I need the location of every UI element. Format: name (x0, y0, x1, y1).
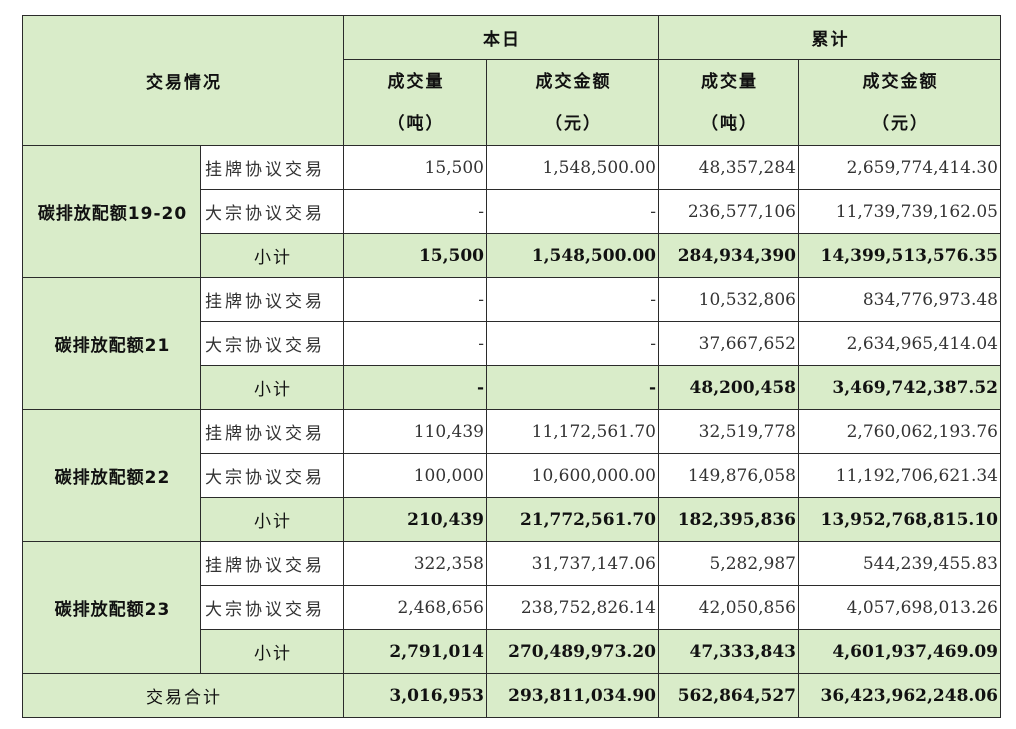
header-cumulative: 累计 (658, 15, 1001, 60)
cum-amount: 11,739,739,162.05 (798, 189, 1001, 234)
header-unit: （吨） (387, 113, 445, 134)
cum-amount: 4,057,698,013.26 (798, 585, 1001, 630)
header-label: 成交金额 (535, 71, 612, 92)
header-cum-amount: 成交金额 （元） (798, 59, 1001, 146)
today-volume: 110,439 (343, 409, 487, 454)
table-row: 碳排放配额23 挂牌协议交易 322,358 31,737,147.06 5,2… (22, 541, 1001, 674)
carbon-trading-table: 交易情况 本日 累计 成交量 （吨） 成交金额 （元） 成交量 （吨） 成交金额… (22, 15, 1001, 718)
today-amount: 238,752,826.14 (486, 585, 659, 630)
cum-volume: 32,519,778 (658, 409, 799, 454)
trade-type: 挂牌协议交易 (200, 277, 344, 322)
subtotal-today-amount: 1,548,500.00 (486, 233, 659, 278)
cum-volume: 37,667,652 (658, 321, 799, 366)
subtotal-today-amount: - (486, 365, 659, 410)
today-amount: 11,172,561.70 (486, 409, 659, 454)
header-label: 成交金额 (862, 71, 939, 92)
subtotal-today-amount: 270,489,973.20 (486, 629, 659, 674)
table-row: 大宗协议交易 - - 236,577,106 11,739,739,162.05 (23, 189, 1001, 234)
today-amount: 31,737,147.06 (486, 541, 659, 586)
today-volume: 2,468,656 (343, 585, 487, 630)
cum-amount: 2,659,774,414.30 (798, 145, 1001, 190)
cum-volume: 236,577,106 (658, 189, 799, 234)
total-cum-volume: 562,864,527 (658, 673, 799, 718)
subtotal-label: 小计 (200, 365, 344, 410)
today-amount: 10,600,000.00 (486, 453, 659, 498)
total-today-amount: 293,811,034.90 (486, 673, 659, 718)
cum-volume: 10,532,806 (658, 277, 799, 322)
cum-amount: 544,239,455.83 (798, 541, 1001, 586)
trade-type: 挂牌协议交易 (200, 145, 344, 190)
today-volume: 15,500 (343, 145, 487, 190)
header-unit: （元） (872, 113, 929, 134)
total-row: 交易合计 3,016,953 293,811,034.90 562,864,52… (22, 673, 1001, 718)
today-volume: 100,000 (343, 453, 487, 498)
group-name: 碳排放配额19-20 (22, 145, 201, 278)
total-today-volume: 3,016,953 (343, 673, 487, 718)
header-label: 成交量 (701, 71, 758, 92)
table-row: 碳排放配额22 挂牌协议交易 110,439 11,172,561.70 32,… (22, 409, 1001, 542)
header-row-2: 成交量 （吨） 成交金额 （元） 成交量 （吨） 成交金额 （元） (23, 59, 1001, 146)
total-label: 交易合计 (22, 673, 344, 718)
subtotal-today-volume: - (343, 365, 487, 410)
cum-volume: 149,876,058 (658, 453, 799, 498)
today-amount: - (486, 321, 659, 366)
today-volume: - (343, 321, 487, 366)
header-unit: （元） (545, 113, 602, 134)
cum-volume: 5,282,987 (658, 541, 799, 586)
subtotal-cum-volume: 284,934,390 (658, 233, 799, 278)
group-name: 碳排放配额21 (22, 277, 201, 410)
subtotal-cum-volume: 47,333,843 (658, 629, 799, 674)
total-cum-amount: 36,423,962,248.06 (798, 673, 1001, 718)
header-trade-situation: 交易情况 (22, 15, 344, 146)
cum-volume: 48,357,284 (658, 145, 799, 190)
cum-amount: 834,776,973.48 (798, 277, 1001, 322)
today-amount: - (486, 277, 659, 322)
cum-amount: 2,634,965,414.04 (798, 321, 1001, 366)
subtotal-cum-amount: 4,601,937,469.09 (798, 629, 1001, 674)
today-volume: - (343, 189, 487, 234)
today-amount: - (486, 189, 659, 234)
today-volume: - (343, 277, 487, 322)
subtotal-cum-volume: 48,200,458 (658, 365, 799, 410)
trade-type: 挂牌协议交易 (200, 541, 344, 586)
trade-type: 挂牌协议交易 (200, 409, 344, 454)
subtotal-today-volume: 2,791,014 (343, 629, 487, 674)
group-name: 碳排放配额23 (22, 541, 201, 674)
subtotal-cum-amount: 14,399,513,576.35 (798, 233, 1001, 278)
today-amount: 1,548,500.00 (486, 145, 659, 190)
table-row: 碳排放配额21 挂牌协议交易 - - 10,532,806 834,776,97… (22, 277, 1001, 410)
trade-type: 大宗协议交易 (200, 453, 344, 498)
subtotal-today-volume: 15,500 (343, 233, 487, 278)
trade-type: 大宗协议交易 (200, 189, 344, 234)
subtotal-row: 小计 - - 48,200,458 3,469,742,387.52 (22, 365, 1001, 410)
today-volume: 322,358 (343, 541, 487, 586)
subtotal-cum-amount: 13,952,768,815.10 (798, 497, 1001, 542)
subtotal-label: 小计 (200, 629, 344, 674)
trade-type: 大宗协议交易 (200, 321, 344, 366)
header-cum-volume: 成交量 （吨） (658, 59, 799, 146)
table-row: 大宗协议交易 100,000 10,600,000.00 149,876,058… (23, 453, 1001, 498)
subtotal-cum-volume: 182,395,836 (658, 497, 799, 542)
header-row-1: 交易情况 本日 累计 (22, 15, 1001, 146)
header-today: 本日 (343, 15, 659, 60)
cum-amount: 2,760,062,193.76 (798, 409, 1001, 454)
header-label: 成交量 (387, 71, 445, 92)
subtotal-today-volume: 210,439 (343, 497, 487, 542)
cum-volume: 42,050,856 (658, 585, 799, 630)
trade-table-container: 交易情况 本日 累计 成交量 （吨） 成交金额 （元） 成交量 （吨） 成交金额… (22, 15, 1001, 718)
table-row: 碳排放配额19-20 挂牌协议交易 15,500 1,548,500.00 48… (22, 145, 1001, 278)
header-today-amount: 成交金额 （元） (486, 59, 659, 146)
subtotal-label: 小计 (200, 233, 344, 278)
header-today-volume: 成交量 （吨） (343, 59, 487, 146)
header-unit: （吨） (701, 113, 758, 134)
group-name: 碳排放配额22 (22, 409, 201, 542)
subtotal-label: 小计 (200, 497, 344, 542)
trade-type: 大宗协议交易 (200, 585, 344, 630)
subtotal-today-amount: 21,772,561.70 (486, 497, 659, 542)
subtotal-cum-amount: 3,469,742,387.52 (798, 365, 1001, 410)
cum-amount: 11,192,706,621.34 (798, 453, 1001, 498)
